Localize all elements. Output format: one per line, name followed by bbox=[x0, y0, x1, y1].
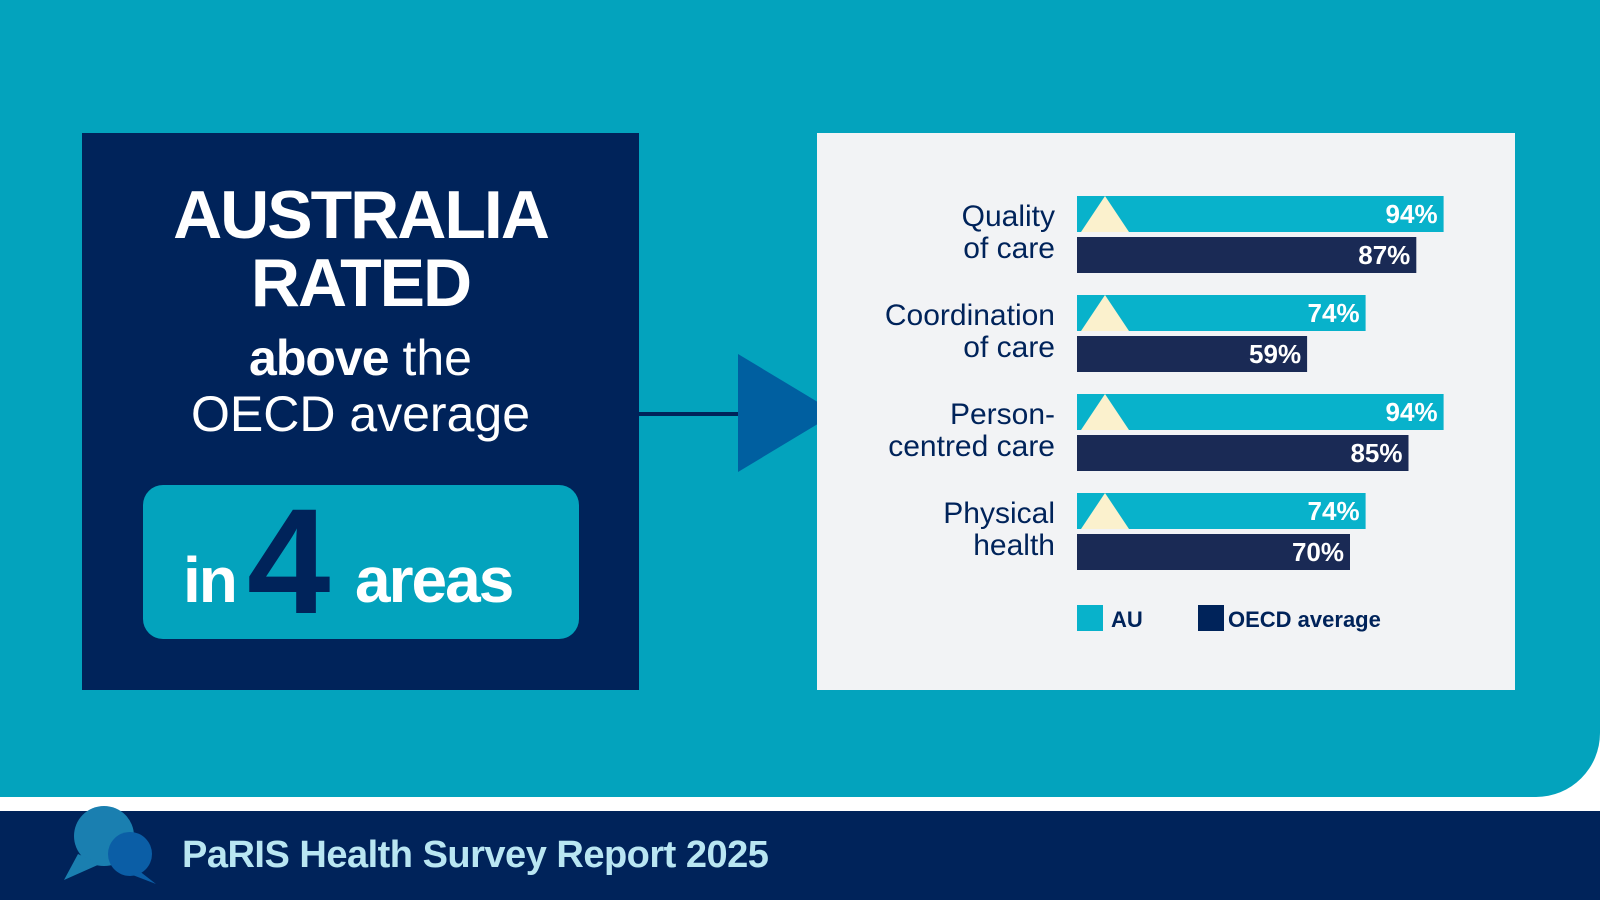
au-bar bbox=[1077, 493, 1366, 529]
data-label: 94% bbox=[1386, 397, 1438, 427]
category-label-line: Physical bbox=[943, 497, 1055, 530]
headline-line-3-rest: the bbox=[388, 330, 472, 386]
category-label-line: Quality bbox=[962, 200, 1055, 233]
category-label-line: centred care bbox=[888, 430, 1055, 463]
category-label-line: of care bbox=[963, 232, 1055, 265]
arrow-icon bbox=[738, 354, 836, 472]
legend-swatch-oecd bbox=[1198, 605, 1224, 631]
category-label-line: health bbox=[973, 529, 1055, 562]
category-label-line: of care bbox=[963, 331, 1055, 364]
headline-line-3: above the bbox=[82, 327, 639, 389]
above-marker-icon bbox=[1081, 196, 1129, 232]
footer-bar: PaRIS Health Survey Report 2025 bbox=[0, 811, 1600, 900]
areas-pill: in 4 areas bbox=[143, 481, 579, 641]
data-label: 74% bbox=[1308, 298, 1360, 328]
data-label: 70% bbox=[1292, 537, 1344, 567]
category-label: Quality of care bbox=[962, 200, 1055, 265]
chat-bubbles-icon bbox=[64, 806, 156, 884]
divider bbox=[0, 797, 1600, 811]
headline-line-4: OECD average bbox=[190, 386, 531, 442]
category-label: Coordination of care bbox=[885, 299, 1055, 364]
above-marker-icon bbox=[1081, 394, 1129, 430]
category-label-line: Coordination bbox=[885, 299, 1055, 332]
oecd-bar bbox=[1077, 435, 1409, 471]
oecd-bar bbox=[1077, 336, 1308, 372]
category-label: Physical health bbox=[943, 497, 1055, 562]
legend-swatch-au bbox=[1077, 605, 1103, 631]
oecd-bar bbox=[1077, 237, 1417, 273]
chart-panel: Quality of care 94% 87% Coordination of care 7… bbox=[817, 133, 1515, 690]
category-label: Person-centred care bbox=[888, 398, 1055, 463]
au-bar bbox=[1077, 196, 1444, 232]
data-label: 87% bbox=[1358, 240, 1410, 270]
headline-emphasis: above bbox=[249, 330, 390, 386]
above-marker-icon bbox=[1081, 295, 1129, 331]
pill-in-text: in bbox=[183, 544, 238, 616]
data-label: 94% bbox=[1386, 199, 1438, 229]
above-marker-icon bbox=[1081, 493, 1129, 529]
au-bar bbox=[1077, 295, 1366, 331]
headline-line-2: RATED bbox=[250, 245, 472, 321]
pill-areas-text: areas bbox=[355, 544, 514, 616]
connector-line bbox=[639, 412, 743, 416]
au-bar bbox=[1077, 394, 1444, 430]
data-label: 85% bbox=[1350, 438, 1402, 468]
data-label: 59% bbox=[1249, 339, 1301, 369]
headline-panel: AUSTRALIA RATED above the OECD average i… bbox=[82, 133, 639, 690]
legend-label-au: AU bbox=[1111, 607, 1143, 632]
category-label-line: Person- bbox=[950, 398, 1055, 431]
headline-line-1: AUSTRALIA bbox=[173, 177, 550, 253]
oecd-bar bbox=[1077, 534, 1350, 570]
pill-number: 4 bbox=[247, 477, 331, 645]
legend-label-oecd: OECD average bbox=[1228, 607, 1381, 632]
footer-title: PaRIS Health Survey Report 2025 bbox=[182, 834, 769, 876]
data-label: 74% bbox=[1308, 496, 1360, 526]
